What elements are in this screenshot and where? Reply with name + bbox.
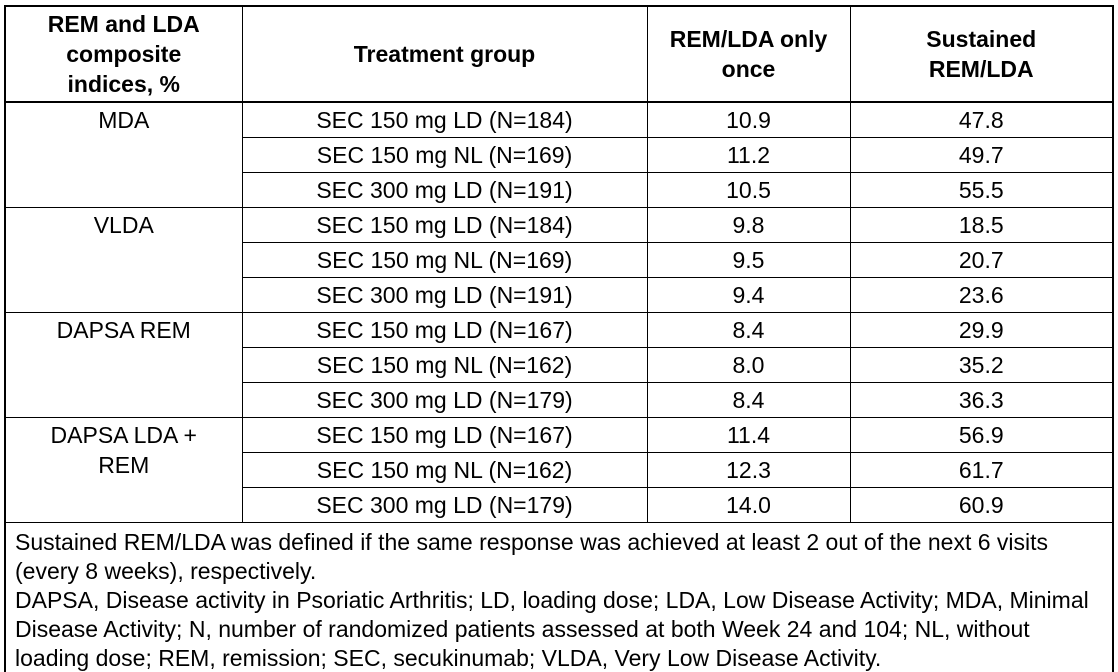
col-header-indices-label: REM and LDA composite indices, % bbox=[47, 11, 200, 97]
value-sustained-cell: 35.2 bbox=[849, 346, 1114, 383]
value-once-cell: 8.0 bbox=[646, 346, 851, 383]
table-row: MDA SEC 150 mg LD (N=184) 10.9 47.8 bbox=[4, 101, 1114, 208]
group-index-label: DAPSA REM bbox=[56, 316, 191, 343]
value-sustained-cell: 61.7 bbox=[849, 451, 1114, 488]
treatment-cell: SEC 150 mg NL (N=162) bbox=[241, 451, 648, 488]
footnote-abbreviations: DAPSA, Disease activity in Psoriatic Art… bbox=[15, 586, 1089, 671]
treatment-cell: SEC 300 mg LD (N=179) bbox=[241, 381, 648, 418]
value-once-cell: 9.5 bbox=[646, 241, 851, 278]
col-header-indices: REM and LDA composite indices, % bbox=[4, 5, 243, 103]
value-once-cell: 10.9 bbox=[646, 101, 851, 138]
group-index-cell-mda: MDA bbox=[4, 101, 243, 208]
value-sustained-cell: 18.5 bbox=[849, 206, 1114, 243]
value-once-cell: 14.0 bbox=[646, 486, 851, 523]
value-sustained-cell: 47.8 bbox=[849, 101, 1114, 138]
table-header: REM and LDA composite indices, % Treatme… bbox=[4, 5, 1114, 103]
treatment-cell: SEC 300 mg LD (N=179) bbox=[241, 486, 648, 523]
col-header-rem-lda-only-once: REM/LDA only once bbox=[646, 5, 851, 103]
group-index-label: VLDA bbox=[93, 211, 154, 238]
value-sustained-cell: 20.7 bbox=[849, 241, 1114, 278]
value-once-cell: 12.3 bbox=[646, 451, 851, 488]
treatment-cell: SEC 150 mg LD (N=184) bbox=[241, 101, 648, 138]
value-sustained-cell: 55.5 bbox=[849, 171, 1114, 208]
table-body: MDA SEC 150 mg LD (N=184) 10.9 47.8 SEC … bbox=[4, 101, 1114, 523]
value-once-cell: 9.4 bbox=[646, 276, 851, 313]
group-index-cell-dapsa-rem: DAPSA REM bbox=[4, 311, 243, 418]
treatment-cell: SEC 300 mg LD (N=191) bbox=[241, 171, 648, 208]
value-sustained-cell: 36.3 bbox=[849, 381, 1114, 418]
table-row: SEC 150 mg NL (N=162) 8.0 35.2 bbox=[5, 346, 1114, 383]
treatment-cell: SEC 300 mg LD (N=191) bbox=[241, 276, 648, 313]
treatment-cell: SEC 150 mg LD (N=167) bbox=[241, 416, 648, 453]
value-once-cell: 9.8 bbox=[646, 206, 851, 243]
header-row: REM and LDA composite indices, % Treatme… bbox=[4, 5, 1114, 103]
value-sustained-cell: 49.7 bbox=[849, 136, 1114, 173]
group-index-label: MDA bbox=[98, 107, 150, 133]
table-row: VLDA SEC 150 mg LD (N=184) 9.8 18.5 bbox=[4, 206, 1114, 313]
value-once-cell: 10.5 bbox=[646, 171, 851, 208]
group-index-label: DAPSA LDA + REM bbox=[50, 421, 197, 478]
value-once-cell: 11.4 bbox=[646, 416, 851, 453]
col-header-treatment-group: Treatment group bbox=[241, 5, 648, 103]
table-row: SEC 150 mg NL (N=169) 11.2 49.7 bbox=[5, 136, 1114, 173]
col-header-rem-lda-only-once-label: REM/LDA only once bbox=[669, 26, 828, 82]
col-header-sustained-rem-lda-label: Sustained REM/LDA bbox=[926, 26, 1037, 82]
value-once-cell: 11.2 bbox=[646, 136, 851, 173]
treatment-cell: SEC 150 mg LD (N=167) bbox=[241, 311, 648, 348]
results-table: REM and LDA composite indices, % Treatme… bbox=[4, 5, 1114, 672]
footnote-cell: Sustained REM/LDA was defined if the sam… bbox=[4, 521, 1114, 672]
value-sustained-cell: 56.9 bbox=[849, 416, 1114, 453]
footnote-row: Sustained REM/LDA was defined if the sam… bbox=[4, 521, 1114, 672]
value-sustained-cell: 29.9 bbox=[849, 311, 1114, 348]
col-header-sustained-rem-lda: Sustained REM/LDA bbox=[849, 5, 1114, 103]
group-index-cell-vlda: VLDA bbox=[4, 206, 243, 313]
value-once-cell: 8.4 bbox=[646, 311, 851, 348]
col-header-treatment-group-label: Treatment group bbox=[353, 41, 536, 67]
group-index-cell-dapsa-lda-rem: DAPSA LDA + REM bbox=[4, 416, 243, 523]
table-footer: Sustained REM/LDA was defined if the sam… bbox=[4, 521, 1114, 672]
value-sustained-cell: 60.9 bbox=[849, 486, 1114, 523]
table-row: SEC 300 mg LD (N=191) 9.4 23.6 bbox=[5, 276, 1114, 313]
treatment-cell: SEC 150 mg LD (N=184) bbox=[241, 206, 648, 243]
table-row: SEC 300 mg LD (N=179) 8.4 36.3 bbox=[5, 381, 1114, 418]
footnote-definition: Sustained REM/LDA was defined if the sam… bbox=[15, 528, 1049, 584]
treatment-cell: SEC 150 mg NL (N=169) bbox=[241, 241, 648, 278]
table-row: DAPSA LDA + REM SEC 150 mg LD (N=167) 11… bbox=[4, 416, 1114, 523]
value-once-cell: 8.4 bbox=[646, 381, 851, 418]
treatment-cell: SEC 150 mg NL (N=169) bbox=[241, 136, 648, 173]
table-row: SEC 150 mg NL (N=162) 12.3 61.7 bbox=[5, 451, 1114, 488]
table-row: DAPSA REM SEC 150 mg LD (N=167) 8.4 29.9 bbox=[4, 311, 1114, 418]
value-sustained-cell: 23.6 bbox=[849, 276, 1114, 313]
table-row: SEC 300 mg LD (N=179) 14.0 60.9 bbox=[5, 486, 1114, 523]
treatment-cell: SEC 150 mg NL (N=162) bbox=[241, 346, 648, 383]
